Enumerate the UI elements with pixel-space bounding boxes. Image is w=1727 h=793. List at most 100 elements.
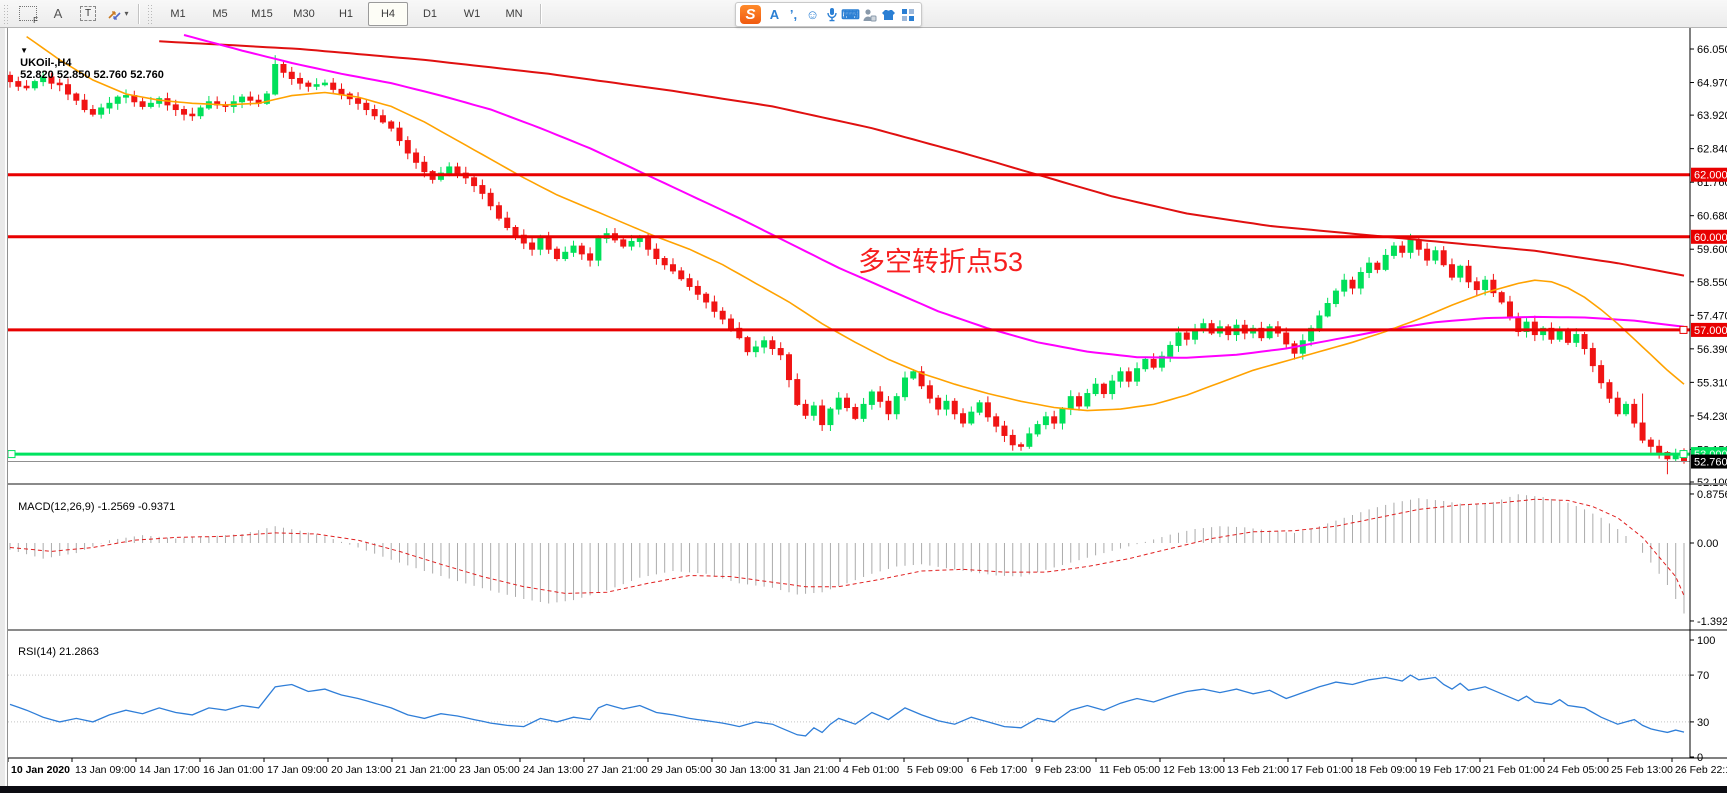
svg-text:66.050: 66.050	[1697, 44, 1727, 56]
symbol-title: UKOil-,H4	[20, 57, 72, 69]
svg-text:17 Feb 01:00: 17 Feb 01:00	[1291, 764, 1353, 776]
ime-language-toggle-icon[interactable]: A	[769, 7, 780, 22]
line-studies-icon	[108, 10, 122, 20]
svg-text:11 Feb 05:00: 11 Feb 05:00	[1099, 764, 1160, 776]
svg-text:54.230: 54.230	[1697, 411, 1727, 423]
timeframe-button-m30[interactable]: M30	[293, 7, 315, 20]
timeframe-button-m1[interactable]: M1	[170, 7, 186, 20]
time-axis[interactable]: 10 Jan 2020 13 Jan 09:00 14 Jan 17:00 16 Ja…	[7, 758, 1727, 776]
svg-text:9 Feb 23:00: 9 Feb 23:00	[1035, 764, 1091, 776]
svg-text:26 Feb 22:15: 26 Feb 22:15	[1675, 764, 1727, 776]
svg-text:12 Feb 13:00: 12 Feb 13:00	[1163, 764, 1225, 776]
ma-medium-magenta[interactable]	[183, 34, 1685, 359]
ime-emoji-icon[interactable]: ☺	[805, 7, 820, 22]
macd-indicator-label: MACD(12,26,9) -1.2569 -0.9371	[18, 501, 176, 513]
rsi-indicator-label: RSI(14) 21.2863	[18, 646, 99, 658]
svg-text:52.760: 52.760	[1694, 457, 1727, 469]
ime-microphone-icon[interactable]	[822, 5, 841, 24]
svg-text:10 Jan 2020: 10 Jan 2020	[11, 764, 70, 776]
timeframe-bar: M1 M5 M15 M30 H1 H4 D1 W1 MN	[157, 1, 535, 26]
price-axis[interactable]: 66.05064.97063.92062.84061.76060.68059.6…	[1690, 44, 1727, 764]
svg-text:17 Jan 09:00: 17 Jan 09:00	[267, 764, 328, 776]
timeframe-button-m15[interactable]: M15	[251, 7, 273, 20]
svg-text:-1.3923: -1.3923	[1697, 616, 1727, 628]
symbol-ohlc: 52.820 52.850 52.760 52.760	[20, 69, 164, 81]
svg-text:63.920: 63.920	[1697, 110, 1727, 122]
svg-text:30: 30	[1697, 717, 1709, 729]
text-label-icon: T	[80, 6, 96, 21]
line-handle[interactable]	[7, 450, 16, 459]
macd-signal-line	[9, 498, 1685, 596]
svg-text:62.840: 62.840	[1697, 144, 1727, 156]
ime-profile-icon[interactable]	[860, 5, 879, 24]
svg-text:13 Feb 21:00: 13 Feb 21:00	[1227, 764, 1289, 776]
toolbar-separator	[138, 3, 139, 24]
candlesticks[interactable]	[7, 55, 1687, 475]
collapse-triangle-icon[interactable]: ▼	[20, 46, 29, 55]
sogou-logo[interactable]: S	[740, 5, 761, 24]
svg-text:6 Feb 17:00: 6 Feb 17:00	[971, 764, 1027, 776]
ime-skin-icon[interactable]	[879, 5, 898, 24]
window-left-border	[0, 27, 8, 793]
ime-toolbox-icon[interactable]	[898, 5, 917, 24]
svg-text:25 Feb 13:00: 25 Feb 13:00	[1611, 764, 1673, 776]
ma-slow-red[interactable]	[159, 40, 1685, 277]
svg-text:18 Feb 09:00: 18 Feb 09:00	[1355, 764, 1417, 776]
toolbar-separator	[540, 3, 541, 24]
text-label-tool-button[interactable]: T	[74, 2, 102, 26]
svg-text:60.680: 60.680	[1697, 211, 1727, 223]
timeframe-button-mn[interactable]: MN	[505, 7, 523, 20]
chart-profiles-button[interactable]: F	[14, 2, 42, 26]
svg-text:4 Feb 01:00: 4 Feb 01:00	[843, 764, 899, 776]
macd-histogram	[9, 494, 1685, 614]
svg-text:0.00: 0.00	[1697, 538, 1718, 550]
svg-text:19 Feb 17:00: 19 Feb 17:00	[1419, 764, 1481, 776]
svg-text:21 Feb 01:00: 21 Feb 01:00	[1483, 764, 1545, 776]
symbol-info-line: ▼ UKOil-,H4 52.820 52.850 52.760 52.760	[14, 33, 164, 81]
svg-text:56.390: 56.390	[1697, 344, 1727, 356]
svg-text:55.310: 55.310	[1697, 377, 1727, 389]
svg-text:60.000: 60.000	[1694, 232, 1727, 244]
svg-text:13 Jan 09:00: 13 Jan 09:00	[75, 764, 136, 776]
timeframe-button-h1[interactable]: H1	[338, 7, 354, 20]
toolbar-grip[interactable]	[147, 3, 154, 24]
svg-text:30 Jan 13:00: 30 Jan 13:00	[715, 764, 776, 776]
font-tool-button[interactable]: A	[44, 2, 72, 26]
svg-text:23 Jan 05:00: 23 Jan 05:00	[459, 764, 520, 776]
toolbar-grip[interactable]	[3, 3, 10, 24]
svg-text:70: 70	[1697, 670, 1709, 682]
ime-punctuation-icon[interactable]: ’,	[789, 7, 798, 22]
svg-text:21 Jan 21:00: 21 Jan 21:00	[395, 764, 456, 776]
svg-text:64.970: 64.970	[1697, 78, 1727, 90]
timeframe-button-w1[interactable]: W1	[463, 7, 481, 20]
svg-text:20 Jan 13:00: 20 Jan 13:00	[331, 764, 392, 776]
bottom-window-edge	[0, 786, 1727, 793]
line-handle[interactable]	[1679, 325, 1688, 334]
svg-text:59.600: 59.600	[1697, 244, 1727, 256]
sogou-ime-bar: S A ’, ☺ ⌨	[735, 2, 922, 27]
chevron-down-icon: ▾	[124, 9, 129, 18]
chart-annotation-text[interactable]: 多空转折点53	[858, 247, 1024, 277]
timeframe-button-d1[interactable]: D1	[422, 7, 438, 20]
svg-text:0.8756: 0.8756	[1697, 489, 1727, 501]
rsi-line	[9, 674, 1685, 737]
svg-text:24 Feb 05:00: 24 Feb 05:00	[1547, 764, 1609, 776]
ime-soft-keyboard-icon[interactable]: ⌨	[841, 6, 860, 22]
svg-text:57.000: 57.000	[1694, 325, 1727, 337]
svg-text:27 Jan 21:00: 27 Jan 21:00	[587, 764, 648, 776]
svg-text:57.470: 57.470	[1697, 310, 1727, 322]
svg-text:58.550: 58.550	[1697, 277, 1727, 289]
timeframe-button-m5[interactable]: M5	[212, 7, 228, 20]
ma-fast-orange[interactable]	[26, 35, 1685, 412]
profiles-grid-icon: F	[19, 6, 38, 25]
timeframe-button-h4[interactable]: H4	[368, 1, 408, 26]
ime-items: A ’, ☺ ⌨	[765, 5, 917, 24]
svg-text:16 Jan 01:00: 16 Jan 01:00	[203, 764, 264, 776]
line-studies-button[interactable]: ▾	[104, 2, 132, 26]
svg-text:62.000: 62.000	[1694, 170, 1727, 182]
line-handle[interactable]	[1679, 450, 1688, 459]
svg-text:5 Feb 09:00: 5 Feb 09:00	[907, 764, 963, 776]
svg-text:24 Jan 13:00: 24 Jan 13:00	[523, 764, 584, 776]
svg-text:29 Jan 05:00: 29 Jan 05:00	[651, 764, 712, 776]
